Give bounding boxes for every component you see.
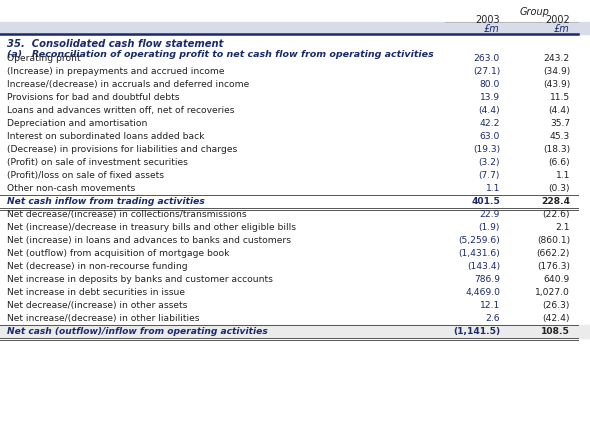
Text: (4.4): (4.4) (548, 106, 570, 115)
Text: 1,027.0: 1,027.0 (535, 287, 570, 296)
Text: 2.6: 2.6 (486, 313, 500, 322)
Text: 4,469.0: 4,469.0 (465, 287, 500, 296)
Text: Net cash inflow from trading activities: Net cash inflow from trading activities (7, 196, 205, 205)
Text: (662.2): (662.2) (537, 248, 570, 257)
Text: (176.3): (176.3) (537, 262, 570, 271)
Text: (42.4): (42.4) (542, 313, 570, 322)
Text: 12.1: 12.1 (480, 300, 500, 309)
Text: Increase/(decrease) in accruals and deferred income: Increase/(decrease) in accruals and defe… (7, 80, 249, 89)
Text: (19.3): (19.3) (473, 145, 500, 154)
Text: Net increase in deposits by banks and customer accounts: Net increase in deposits by banks and cu… (7, 274, 273, 283)
Text: 35.  Consolidated cash flow statement: 35. Consolidated cash flow statement (7, 39, 224, 49)
Text: (Profit)/loss on sale of fixed assets: (Profit)/loss on sale of fixed assets (7, 170, 164, 180)
Text: 13.9: 13.9 (480, 93, 500, 102)
Text: 42.2: 42.2 (480, 119, 500, 128)
Text: (34.9): (34.9) (543, 67, 570, 76)
Text: Net increase in debt securities in issue: Net increase in debt securities in issue (7, 287, 185, 296)
Text: 640.9: 640.9 (544, 274, 570, 283)
Text: Interest on subordinated loans added back: Interest on subordinated loans added bac… (7, 132, 205, 141)
Text: £m: £m (484, 24, 500, 34)
Text: (0.3): (0.3) (549, 184, 570, 193)
Text: (4.4): (4.4) (478, 106, 500, 115)
Text: 63.0: 63.0 (480, 132, 500, 141)
Text: (Increase) in prepayments and accrued income: (Increase) in prepayments and accrued in… (7, 67, 225, 76)
Text: 1.1: 1.1 (556, 170, 570, 180)
Text: (18.3): (18.3) (543, 145, 570, 154)
Text: (1,141.5): (1,141.5) (453, 326, 500, 335)
Text: (Decrease) in provisions for liabilities and charges: (Decrease) in provisions for liabilities… (7, 145, 237, 154)
Text: Net (increase) in loans and advances to banks and customers: Net (increase) in loans and advances to … (7, 236, 291, 245)
Text: (27.1): (27.1) (473, 67, 500, 76)
Text: Net increase/(decrease) in other liabilities: Net increase/(decrease) in other liabili… (7, 313, 199, 322)
Text: (1.9): (1.9) (478, 222, 500, 231)
Text: 243.2: 243.2 (544, 54, 570, 63)
Text: 22.9: 22.9 (480, 210, 500, 219)
Text: Net cash (outflow)/inflow from operating activities: Net cash (outflow)/inflow from operating… (7, 326, 268, 335)
Text: £m: £m (554, 24, 570, 34)
Text: 80.0: 80.0 (480, 80, 500, 89)
Text: (22.6): (22.6) (542, 210, 570, 219)
Text: 35.7: 35.7 (550, 119, 570, 128)
Text: 45.3: 45.3 (550, 132, 570, 141)
Text: (5,259.6): (5,259.6) (458, 236, 500, 245)
Text: Other non-cash movements: Other non-cash movements (7, 184, 135, 193)
Text: 401.5: 401.5 (471, 196, 500, 205)
Text: (43.9): (43.9) (543, 80, 570, 89)
Text: Group: Group (520, 7, 550, 17)
Text: 2.1: 2.1 (556, 222, 570, 231)
Text: 11.5: 11.5 (550, 93, 570, 102)
Text: Net decrease/(increase) in other assets: Net decrease/(increase) in other assets (7, 300, 188, 309)
Text: (a)   Reconciliation of operating profit to net cash flow from operating activit: (a) Reconciliation of operating profit t… (7, 50, 434, 59)
Text: 1.1: 1.1 (486, 184, 500, 193)
Text: (143.4): (143.4) (467, 262, 500, 271)
Text: Net (outflow) from acquisition of mortgage book: Net (outflow) from acquisition of mortga… (7, 248, 230, 257)
Text: (3.2): (3.2) (478, 158, 500, 167)
Text: 2003: 2003 (476, 15, 500, 25)
Text: 2002: 2002 (545, 15, 570, 25)
Text: 263.0: 263.0 (474, 54, 500, 63)
Text: (26.3): (26.3) (543, 300, 570, 309)
Text: Net (decrease) in non-recourse funding: Net (decrease) in non-recourse funding (7, 262, 188, 271)
Text: Depreciation and amortisation: Depreciation and amortisation (7, 119, 148, 128)
Text: 786.9: 786.9 (474, 274, 500, 283)
Text: (Profit) on sale of investment securities: (Profit) on sale of investment securitie… (7, 158, 188, 167)
Text: Operating profit: Operating profit (7, 54, 81, 63)
Text: Loans and advances written off, net of recoveries: Loans and advances written off, net of r… (7, 106, 234, 115)
Text: Provisions for bad and doubtful debts: Provisions for bad and doubtful debts (7, 93, 179, 102)
Bar (0, 325, 590, 338)
Text: 228.4: 228.4 (541, 196, 570, 205)
Text: 108.5: 108.5 (541, 326, 570, 335)
Text: (6.6): (6.6) (548, 158, 570, 167)
Text: (860.1): (860.1) (537, 236, 570, 245)
Text: (1,431.6): (1,431.6) (458, 248, 500, 257)
Bar (0, 23, 590, 35)
Text: Net decrease/(increase) in collections/transmissions: Net decrease/(increase) in collections/t… (7, 210, 247, 219)
Text: Net (increase)/decrease in treasury bills and other eligible bills: Net (increase)/decrease in treasury bill… (7, 222, 296, 231)
Text: (7.7): (7.7) (478, 170, 500, 180)
